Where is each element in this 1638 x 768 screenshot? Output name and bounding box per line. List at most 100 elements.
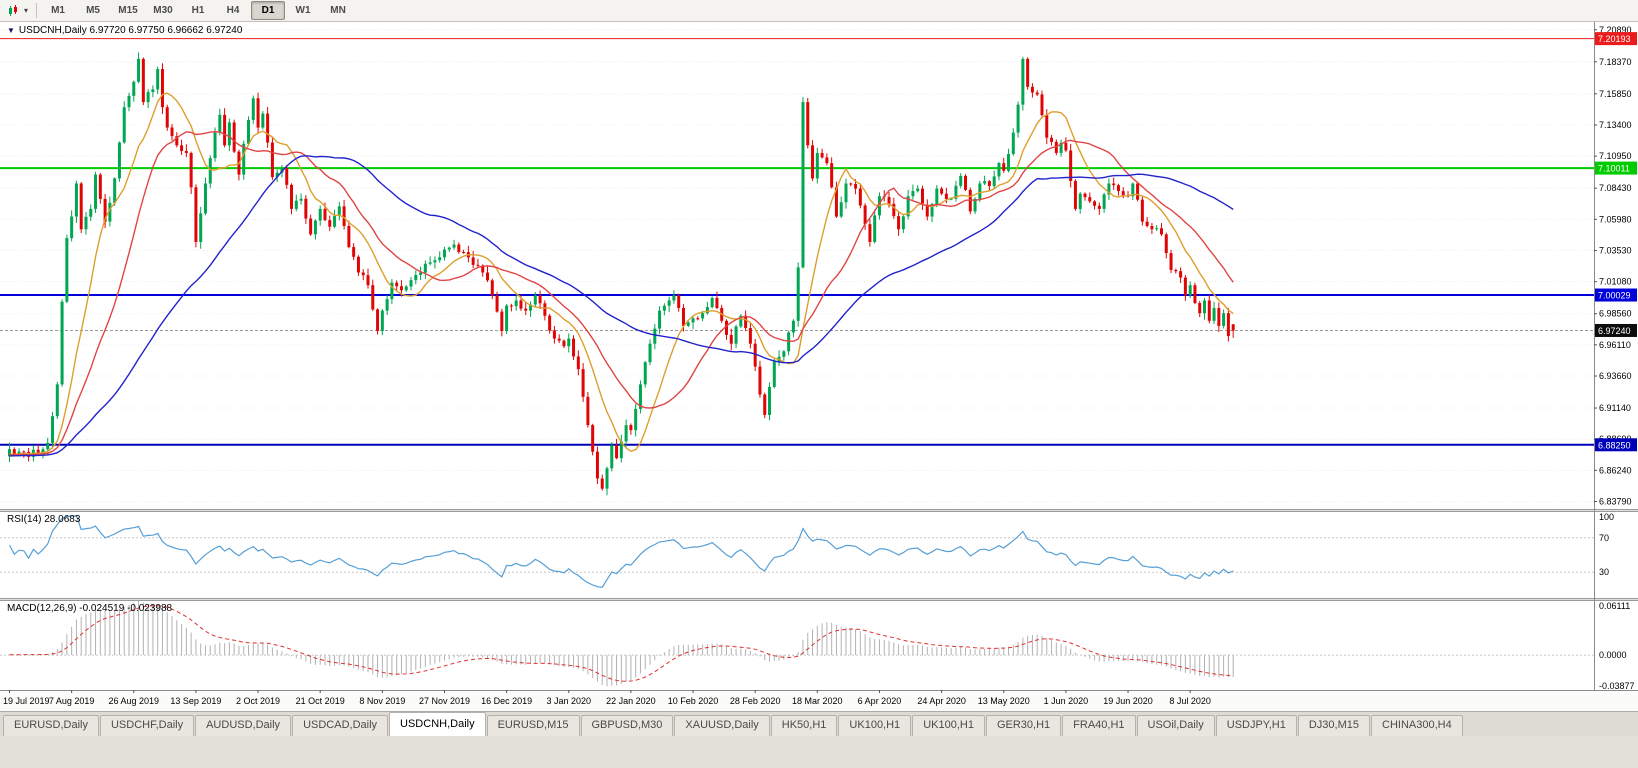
chart-tabs-bar: EURUSD,Daily USDCHF,Daily AUDUSD,Daily USDC… [0,711,1638,736]
svg-text:7.05980: 7.05980 [1599,214,1632,224]
ma-50-line [9,155,1234,457]
svg-text:7.20890: 7.20890 [1599,25,1632,35]
price-badge-lower-support-line: 6.88250 [1595,438,1637,452]
svg-text:2 Oct 2019: 2 Oct 2019 [236,696,280,706]
chart-window: 7.20890 7.18370 7.15850 7.13400 7.10950 7.084… [0,22,1638,711]
moving-average-lines [9,92,1234,457]
svg-text:70: 70 [1599,533,1609,543]
svg-text:19 Jun 2020: 19 Jun 2020 [1103,696,1153,706]
date-axis[interactable]: 19 Jul 2019 7 Aug 2019 26 Aug 2019 13 Sep 2… [0,690,1638,711]
timeframe-toolbar: ▾ M1 M5 M15 M30 H1 H4 D1 W1 MN [0,0,1638,22]
tab-uk100-h1[interactable]: UK100,H1 [912,715,985,736]
rsi-line [8,514,1234,588]
svg-text:13 Sep 2019: 13 Sep 2019 [170,696,221,706]
timeframe-button-d1[interactable]: D1 [251,1,286,20]
tab-xauusd-daily[interactable]: XAUUSD,Daily [674,715,770,736]
tab-eurusd-daily[interactable]: EURUSD,Daily [3,715,99,736]
chart-title-text: USDCNH,Daily 6.97720 6.97750 6.96662 6.9… [18,25,243,36]
svg-text:6.93660: 6.93660 [1599,371,1632,381]
timeframe-button-m1[interactable]: M1 [51,5,65,16]
svg-text:24 Apr 2020: 24 Apr 2020 [917,696,966,706]
svg-text:7.08430: 7.08430 [1599,183,1632,193]
chevron-down-icon: ▾ [24,6,29,15]
timeframe-button-m30[interactable]: M30 [153,5,173,16]
bottom-filler [0,736,1638,768]
tab-eurusd-m15[interactable]: EURUSD,M15 [486,715,580,736]
main-rsi-splitter[interactable] [0,509,1638,512]
current-price-badge: 6.97240 [1595,323,1637,337]
svg-text:8 Nov 2019: 8 Nov 2019 [359,696,405,706]
price-badge-pivot-line: 7.10011 [1595,161,1637,175]
tab-usdjpy-h1[interactable]: USDJPY,H1 [1215,715,1297,736]
timeframe-button-mn[interactable]: MN [330,5,346,16]
svg-text:7.18370: 7.18370 [1599,57,1632,67]
timeframe-button-m5[interactable]: M5 [86,5,100,16]
svg-text:21 Oct 2019: 21 Oct 2019 [296,696,345,706]
tab-audusd-daily[interactable]: AUDUSD,Daily [195,715,292,736]
rsi-panel [0,514,1594,588]
svg-text:7.03530: 7.03530 [1599,245,1632,255]
ma-10-line [9,92,1234,455]
tab-hk50-h1[interactable]: HK50,H1 [770,715,838,736]
macd-histogram [9,601,1234,687]
tab-gbpusd-m30[interactable]: GBPUSD,M30 [580,715,674,736]
timeframe-button-h1[interactable]: H1 [191,5,205,16]
timeframe-buttons: M1 M5 M15 M30 H1 H4 D1 W1 MN [41,1,355,20]
svg-text:100: 100 [1599,512,1614,522]
svg-text:6.97240: 6.97240 [1598,326,1631,336]
price-badge-support-line: 7.00029 [1595,288,1637,302]
timeframe-button-w1[interactable]: W1 [295,5,311,16]
price-badge-resistance-line: 7.20193 [1595,32,1637,46]
svg-text:7.10950: 7.10950 [1599,151,1632,161]
svg-text:1 Jun 2020: 1 Jun 2020 [1044,696,1089,706]
timeframe-button-h4[interactable]: H4 [226,5,240,16]
tab-usoil-daily[interactable]: USOil,Daily [1136,715,1215,736]
svg-text:-0.03877: -0.03877 [1599,681,1635,691]
macd-panel [0,601,1594,687]
svg-text:7.00029: 7.00029 [1598,291,1631,301]
macd-signal-line [9,605,1234,682]
tab-fra40-h1[interactable]: FRA40,H1 [1062,715,1136,736]
tab-uk100-h1[interactable]: UK100,H1 [838,715,912,736]
svg-text:6.96110: 6.96110 [1599,340,1631,350]
tab-usdcad-daily[interactable]: USDCAD,Daily [292,715,389,736]
chart-canvas[interactable]: 7.20890 7.18370 7.15850 7.13400 7.10950 7.084… [0,22,1638,711]
rsi-label: RSI(14) 28.0683 [7,514,81,525]
svg-text:26 Aug 2019: 26 Aug 2019 [108,696,159,706]
svg-text:6.86240: 6.86240 [1599,465,1632,475]
svg-text:13 May 2020: 13 May 2020 [978,696,1030,706]
chart-type-button[interactable]: ▾ [4,1,32,21]
timeframe-button-m15[interactable]: M15 [118,5,138,16]
svg-text:10 Feb 2020: 10 Feb 2020 [668,696,719,706]
tab-usdcnh-daily[interactable]: USDCNH,Daily [389,712,486,736]
svg-text:28 Feb 2020: 28 Feb 2020 [730,696,781,706]
price-axis[interactable]: 7.20890 7.18370 7.15850 7.13400 7.10950 7.084… [1594,22,1637,691]
svg-text:7.01080: 7.01080 [1599,277,1632,287]
tab-china300-h4[interactable]: CHINA300,H4 [1371,715,1463,736]
toolbar-separator [36,3,38,18]
svg-text:7.15850: 7.15850 [1599,89,1632,99]
svg-text:7.13400: 7.13400 [1599,120,1632,130]
svg-text:6 Apr 2020: 6 Apr 2020 [858,696,902,706]
svg-text:0.0000: 0.0000 [1599,650,1627,660]
tab-dj30-m15[interactable]: DJ30,M15 [1297,715,1370,736]
tab-ger30-h1[interactable]: GER30,H1 [985,715,1062,736]
svg-text:30: 30 [1599,567,1609,577]
rsi-macd-splitter[interactable] [0,598,1638,601]
svg-text:16 Dec 2019: 16 Dec 2019 [481,696,532,706]
triangle-down-icon: ▼ [7,26,15,35]
svg-text:7 Aug 2019: 7 Aug 2019 [49,696,95,706]
tab-usdchf-daily[interactable]: USDCHF,Daily [99,715,195,736]
svg-text:8 Jul 2020: 8 Jul 2020 [1169,696,1211,706]
svg-text:7.10011: 7.10011 [1598,164,1630,174]
svg-text:6.98560: 6.98560 [1599,309,1632,319]
svg-text:3 Jan 2020: 3 Jan 2020 [546,696,591,706]
svg-text:6.88250: 6.88250 [1598,440,1631,450]
svg-text:22 Jan 2020: 22 Jan 2020 [606,696,656,706]
chart-title: ▼ USDCNH,Daily 6.97720 6.97750 6.96662 6.… [7,25,242,36]
svg-text:18 Mar 2020: 18 Mar 2020 [792,696,843,706]
svg-text:6.91140: 6.91140 [1599,403,1631,413]
macd-label: MACD(12,26,9) -0.024519 -0.023988 [7,603,173,614]
svg-text:27 Nov 2019: 27 Nov 2019 [419,696,470,706]
